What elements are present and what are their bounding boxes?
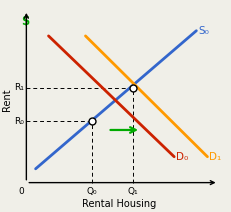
- Text: S₀: S₀: [198, 26, 209, 36]
- Text: $: $: [21, 15, 30, 28]
- Text: R₀: R₀: [14, 117, 24, 126]
- Text: Q₁: Q₁: [127, 187, 138, 196]
- Text: D₁: D₁: [209, 152, 222, 162]
- Text: R₁: R₁: [14, 83, 24, 92]
- Text: Rental Housing: Rental Housing: [82, 199, 156, 209]
- Text: D₀: D₀: [176, 152, 188, 162]
- Text: 0: 0: [19, 187, 24, 196]
- Text: Rent: Rent: [2, 88, 12, 111]
- Text: Q₀: Q₀: [87, 187, 97, 196]
